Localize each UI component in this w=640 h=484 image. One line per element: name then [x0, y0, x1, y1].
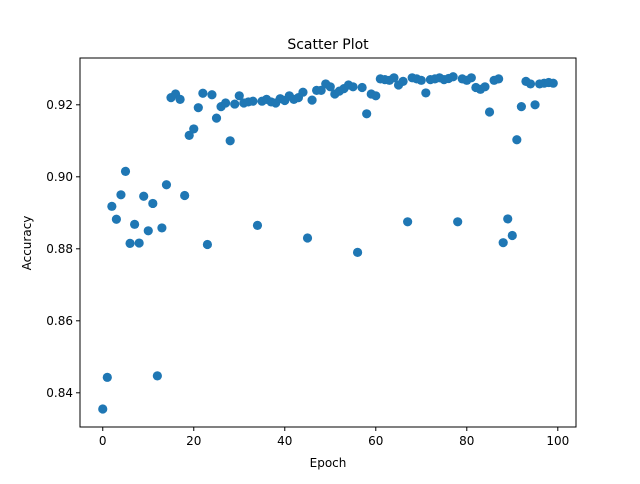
- x-axis-ticks: 0 20 40 60 80 100: [99, 427, 569, 448]
- data-point: [448, 72, 458, 82]
- x-tick-label: 80: [459, 434, 474, 448]
- y-tick-label: 0.92: [46, 98, 73, 112]
- data-point: [116, 190, 126, 200]
- data-point: [298, 87, 308, 97]
- data-point: [512, 135, 522, 145]
- data-point: [307, 95, 317, 105]
- data-point: [120, 166, 131, 176]
- data-point: [348, 82, 358, 92]
- data-point: [252, 220, 263, 230]
- data-point: [484, 107, 495, 117]
- data-point: [494, 74, 504, 84]
- data-point: [139, 191, 149, 201]
- data-point: [316, 85, 326, 95]
- data-point: [202, 239, 213, 250]
- data-point: [548, 78, 558, 88]
- data-point: [503, 214, 513, 224]
- data-point: [143, 226, 153, 236]
- data-point: [130, 219, 140, 229]
- data-point: [362, 109, 372, 119]
- data-point: [398, 76, 408, 86]
- y-axis-ticks: 0.84 0.86 0.88 0.90 0.92: [46, 98, 80, 400]
- data-point: [403, 217, 413, 227]
- data-point: [175, 94, 185, 104]
- data-point: [184, 130, 194, 140]
- data-point: [98, 404, 108, 414]
- data-point: [389, 73, 399, 83]
- data-point: [421, 88, 431, 98]
- y-tick-label: 0.88: [46, 242, 73, 256]
- data-point: [352, 247, 363, 257]
- x-tick-label: 20: [186, 434, 201, 448]
- x-tick-label: 60: [368, 434, 383, 448]
- x-axis-label: Epoch: [310, 456, 347, 470]
- data-point: [157, 223, 167, 233]
- x-tick-label: 40: [277, 434, 292, 448]
- data-point: [207, 90, 217, 100]
- data-point: [193, 103, 203, 113]
- data-point: [134, 238, 144, 248]
- data-point: [453, 217, 463, 227]
- data-point: [148, 198, 158, 209]
- data-point: [111, 214, 121, 224]
- data-point: [230, 99, 240, 109]
- data-point: [125, 238, 135, 248]
- data-points: [98, 72, 558, 414]
- data-point: [357, 82, 367, 93]
- x-tick-label: 100: [546, 434, 569, 448]
- data-point: [198, 88, 208, 98]
- data-point: [221, 98, 231, 108]
- data-point: [107, 201, 117, 211]
- y-axis-label: Accuracy: [20, 216, 34, 271]
- data-point: [516, 102, 526, 112]
- data-point: [480, 82, 490, 92]
- data-point: [371, 91, 381, 101]
- data-point: [152, 371, 162, 381]
- data-point: [102, 372, 112, 382]
- data-point: [234, 91, 244, 101]
- y-tick-label: 0.86: [46, 314, 73, 328]
- data-point: [525, 79, 536, 89]
- data-point: [189, 124, 199, 134]
- data-point: [180, 190, 190, 201]
- data-point: [248, 96, 258, 106]
- data-point: [416, 75, 426, 85]
- chart-title: Scatter Plot: [287, 37, 369, 53]
- data-point: [225, 136, 235, 146]
- x-tick-label: 0: [99, 434, 107, 448]
- axes-frame: [79, 57, 577, 428]
- data-point: [325, 82, 335, 92]
- data-point: [302, 233, 313, 243]
- data-point: [161, 180, 172, 190]
- data-point: [507, 230, 517, 241]
- data-point: [530, 100, 540, 110]
- y-tick-label: 0.84: [46, 386, 73, 400]
- data-point: [498, 238, 508, 248]
- data-point: [466, 73, 476, 83]
- y-tick-label: 0.90: [46, 170, 73, 184]
- data-point: [211, 113, 222, 123]
